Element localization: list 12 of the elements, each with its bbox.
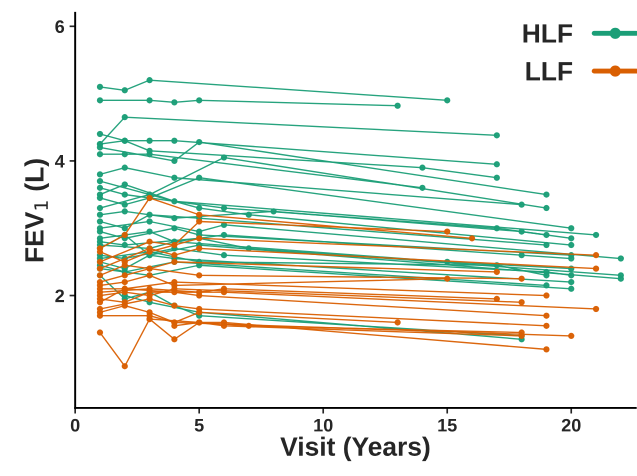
x-tick-label: 5: [194, 419, 204, 432]
x-tick-label: 15: [438, 419, 457, 432]
x-axis-title: Visit (Years): [280, 436, 430, 462]
y-tick-label: 2: [55, 289, 64, 302]
y-tick-label: 6: [55, 20, 64, 34]
x-tick-label: 0: [70, 418, 80, 432]
x-tick-label: 20: [562, 418, 581, 432]
x-tick-label: 10: [314, 418, 333, 432]
legend-label: LLF: [526, 62, 572, 80]
y-tick-label: 4: [54, 155, 65, 168]
y-axis-title: FEV$_{1}$ (L): [24, 159, 49, 262]
legend-label: HLF: [524, 24, 572, 43]
